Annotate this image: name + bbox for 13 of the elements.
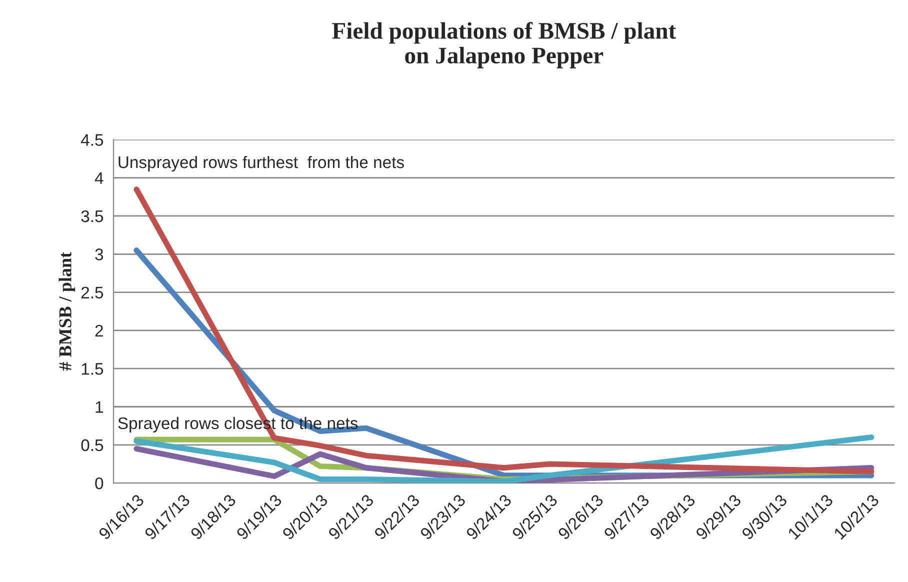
chart-title: Field populations of BMSB / plant on Jalapeno Pepper <box>332 22 676 68</box>
y-tick-label: 3.5 <box>81 210 104 222</box>
y-tick-label: 4 <box>94 172 104 184</box>
y-tick-label: 1 <box>96 401 103 413</box>
y-tick-label: 2.5 <box>81 286 104 298</box>
y-tick-label: 3 <box>95 248 104 260</box>
y-tick-label: 1.5 <box>82 363 104 375</box>
y-tick-label: 2 <box>95 324 103 336</box>
y-tick-label: 4.5 <box>80 134 104 146</box>
y-tick-label: 0 <box>95 477 104 490</box>
y-tick-label: 0.5 <box>81 439 104 452</box>
y-axis-title: # BMSB / plant <box>58 252 76 371</box>
annotation: Unsprayed rows furthest from the nets <box>118 156 404 172</box>
